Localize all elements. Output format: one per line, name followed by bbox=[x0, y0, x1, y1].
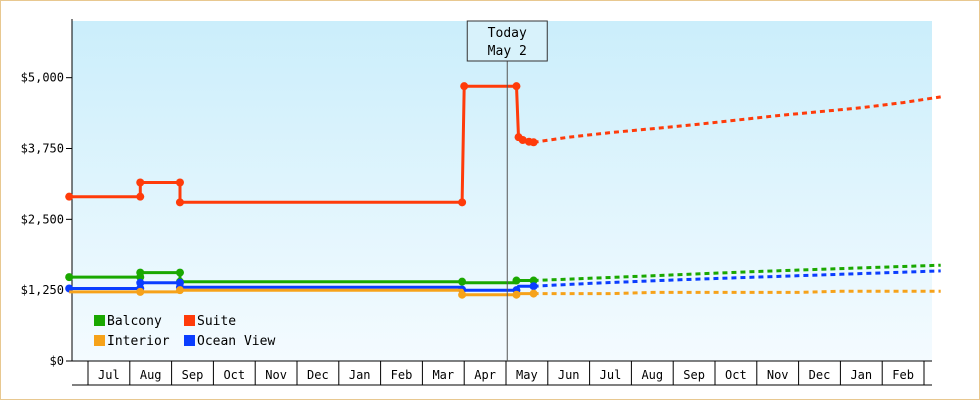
series-layer bbox=[65, 82, 941, 299]
data-point bbox=[136, 287, 145, 296]
x-tick-label: Jul bbox=[98, 368, 120, 382]
plot-background bbox=[72, 21, 932, 361]
x-tick-label: Sep bbox=[182, 368, 204, 382]
y-tick-label: $5,000 bbox=[21, 71, 64, 85]
data-point bbox=[175, 198, 184, 207]
x-tick-label: Mar bbox=[432, 368, 454, 382]
series-forecast-line bbox=[533, 269, 941, 288]
data-point bbox=[175, 286, 184, 295]
x-tick-label: May bbox=[516, 368, 538, 382]
legend-swatch bbox=[94, 315, 105, 326]
today-label: Today bbox=[488, 26, 527, 41]
data-point bbox=[512, 290, 521, 299]
data-point bbox=[65, 273, 74, 282]
today-marker: Today May 2 bbox=[466, 20, 548, 361]
x-tick-label: Dec bbox=[809, 368, 831, 382]
legend-label: Interior bbox=[107, 334, 170, 349]
x-tick-label: Dec bbox=[307, 368, 329, 382]
legend-label: Balcony bbox=[107, 314, 162, 329]
x-tick-label: Feb bbox=[391, 368, 413, 382]
data-point bbox=[175, 178, 184, 187]
legend-swatch bbox=[94, 335, 105, 346]
data-point bbox=[136, 268, 145, 277]
x-tick-label: Oct bbox=[725, 368, 747, 382]
data-point bbox=[458, 290, 467, 299]
legend-swatch bbox=[184, 335, 195, 346]
y-tick-label: $2,500 bbox=[21, 212, 64, 226]
x-tick-label: Jun bbox=[558, 368, 580, 382]
data-point bbox=[65, 192, 74, 201]
today-date: May 2 bbox=[488, 44, 527, 59]
series-interior bbox=[69, 286, 941, 299]
data-point bbox=[529, 276, 538, 285]
data-point bbox=[529, 138, 538, 147]
legend-label: Ocean View bbox=[197, 334, 275, 349]
data-point bbox=[458, 277, 467, 286]
y-tick-label: $3,750 bbox=[21, 142, 64, 156]
data-point bbox=[458, 198, 467, 207]
x-tick-label: Apr bbox=[474, 368, 496, 382]
today-label-box bbox=[466, 20, 548, 62]
series-forecast-line bbox=[533, 263, 941, 282]
data-point bbox=[136, 192, 145, 201]
x-axis: Jul Aug Sep Oct Nov Dec Jan Feb Mar Apr May Jun Jul A… bbox=[72, 360, 932, 386]
data-point bbox=[518, 136, 527, 144]
data-point bbox=[512, 276, 521, 285]
series-suite bbox=[65, 82, 941, 207]
x-tick-label: Nov bbox=[767, 368, 789, 382]
series-forecast-line bbox=[533, 289, 941, 296]
data-point bbox=[512, 82, 521, 91]
x-tick-label: Feb bbox=[892, 368, 914, 382]
data-point bbox=[175, 268, 184, 277]
legend-swatch bbox=[184, 315, 195, 326]
y-tick-label: $0 bbox=[50, 354, 64, 368]
data-point bbox=[460, 82, 469, 91]
x-tick-label: Nov bbox=[265, 368, 287, 382]
y-axis: $0 $1,250 $2,500 $3,750 $5,000 bbox=[21, 19, 73, 368]
x-tick-label: Jan bbox=[850, 368, 872, 382]
legend: Balcony Suite Interior Ocean View bbox=[94, 314, 275, 349]
data-point bbox=[529, 282, 538, 291]
x-tick-label: Jan bbox=[349, 368, 371, 382]
x-tick-label: Aug bbox=[140, 368, 162, 382]
data-point bbox=[529, 289, 538, 298]
x-tick-label: Jul bbox=[600, 368, 622, 382]
legend-label: Suite bbox=[197, 314, 236, 329]
data-point bbox=[136, 178, 145, 187]
x-tick-label: Aug bbox=[641, 368, 663, 382]
y-tick-label: $1,250 bbox=[21, 283, 64, 297]
x-tick-label: Sep bbox=[683, 368, 705, 382]
series-forecast-line bbox=[533, 95, 941, 144]
data-point bbox=[136, 278, 145, 287]
x-tick-label: Oct bbox=[223, 368, 245, 382]
